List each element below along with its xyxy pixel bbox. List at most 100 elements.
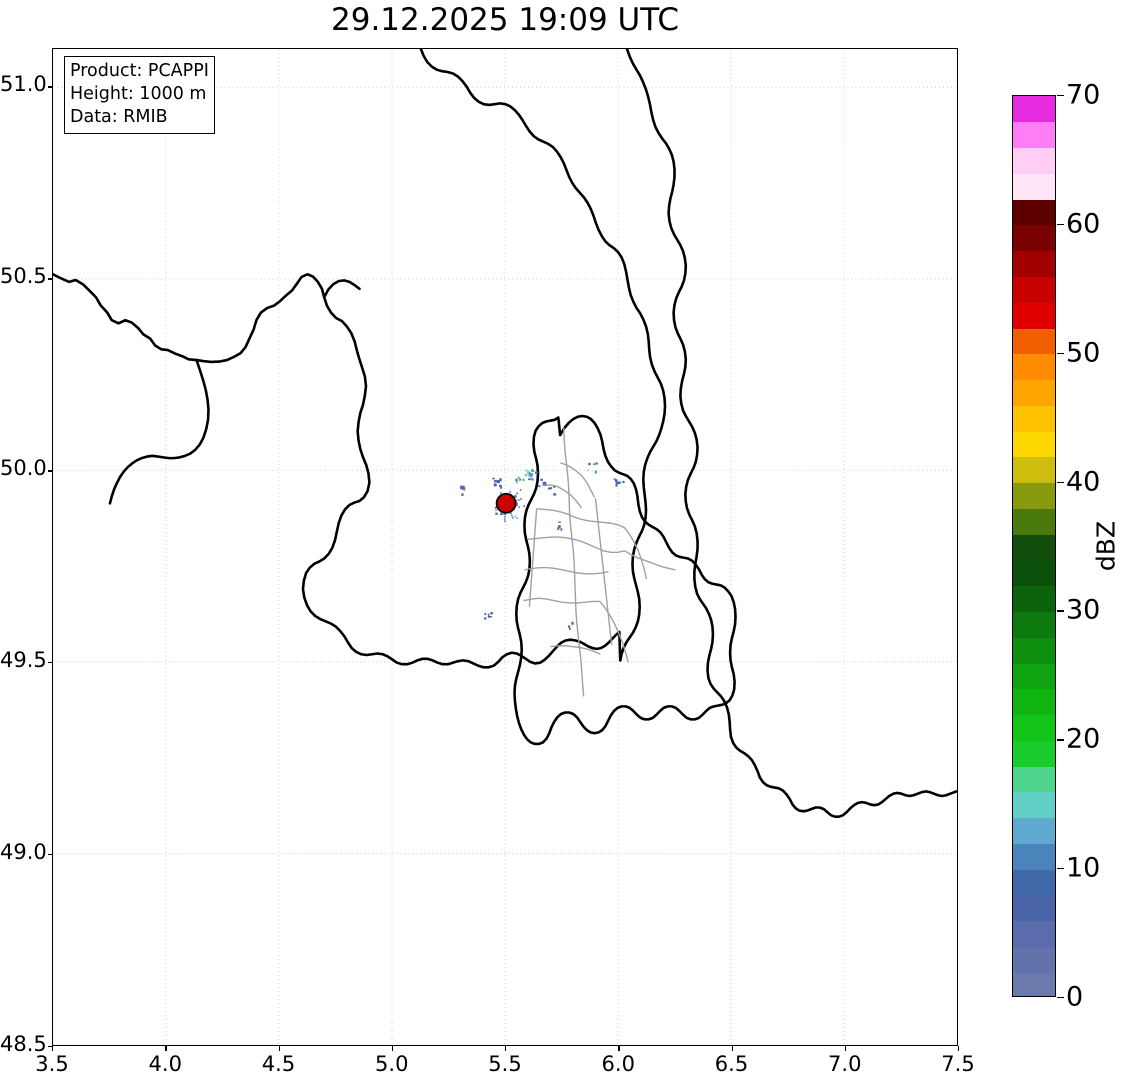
radar-clutter-pixel [514, 494, 517, 496]
x-axis-tick-mark [278, 1046, 280, 1051]
canton-border-1 [560, 462, 596, 498]
colorbar-segment [1013, 173, 1055, 200]
x-axis-tick-mark [505, 1046, 507, 1051]
colorbar-tick-mark [1057, 95, 1064, 97]
colorbar-tick-label: 40 [1066, 466, 1101, 498]
border-segment-ardennes [322, 279, 361, 299]
x-axis-tick-mark [52, 1046, 54, 1051]
radar-echo-pixel [614, 479, 618, 482]
colorbar-segment [1013, 147, 1055, 174]
radar-echo-pixel [560, 528, 563, 531]
colorbar-tick-label: 70 [1066, 79, 1101, 111]
colorbar-tick-mark [1057, 610, 1064, 612]
radar-echo-pixel [594, 462, 597, 466]
colorbar-axis-label: dBZ [1091, 520, 1121, 572]
canton-border-11 [624, 550, 676, 571]
radar-echo-pixel [531, 478, 534, 481]
colorbar-segment [1013, 96, 1055, 123]
radar-clutter-pixel [500, 492, 502, 495]
x-axis-tick-mark [165, 1046, 167, 1051]
x-axis-tick-mark [731, 1046, 733, 1051]
x-axis-tick-label: 4.5 [261, 1052, 296, 1076]
colorbar-tick-label: 20 [1066, 723, 1101, 755]
radar-echo-pixel [547, 487, 551, 490]
radar-echo-pixel [558, 521, 561, 523]
radar-echo-pixel [571, 621, 574, 625]
radar-clutter-pixel [516, 517, 518, 520]
radar-clutter-pixel [520, 498, 522, 500]
y-axis-tick-label: 50.0 [0, 456, 47, 481]
y-axis-tick-label: 49.0 [0, 840, 47, 865]
x-axis-tick-label: 3.5 [35, 1052, 69, 1076]
radar-clutter-pixel [503, 513, 505, 515]
radar-echo-pixel [615, 483, 618, 487]
radar-echo-pixel [515, 478, 518, 482]
colorbar-segment [1013, 482, 1055, 509]
radar-echo-pixel [540, 478, 543, 481]
radar-echo-pixel [568, 625, 571, 628]
canton-border-4 [527, 536, 625, 554]
canton-border-3 [536, 508, 626, 529]
radar-clutter-pixel [509, 491, 511, 493]
radar-echo-pixel [495, 512, 498, 515]
colorbar-segment [1013, 585, 1055, 613]
radar-echo-pixel [460, 485, 463, 488]
radar-echo-pixel [500, 513, 503, 516]
radar-echo-pixel [491, 612, 494, 614]
colorbar-segment [1013, 817, 1055, 844]
radar-echo-pixel [525, 469, 528, 472]
infobox-height-line: Height: 1000 m [70, 84, 207, 105]
radar-echo-pixel [535, 471, 539, 474]
radar-clutter-pixel [512, 517, 514, 519]
radar-echo-pixel [524, 473, 527, 477]
colorbar[interactable] [1012, 95, 1056, 997]
radar-clutter-pixel [516, 492, 519, 495]
radar-site-marker[interactable] [495, 492, 517, 514]
colorbar-segment [1013, 353, 1055, 381]
infobox-product-line: Product: PCAPPI [70, 61, 209, 81]
radar-site-dot[interactable] [495, 492, 517, 514]
gridlines [53, 49, 957, 1045]
radar-echo-pixel [594, 470, 597, 474]
radar-echo-pixel [493, 483, 497, 487]
colorbar-segment [1013, 508, 1055, 535]
colorbar-segment [1013, 456, 1055, 484]
x-axis-tick-label: 7.5 [941, 1052, 975, 1076]
y-axis-tick-label: 51.0 [0, 72, 47, 97]
geographic-borders [53, 49, 957, 818]
radar-echo-pixel [496, 480, 501, 484]
x-axis-tick-label: 5.0 [375, 1052, 409, 1076]
colorbar-tick-mark [1057, 997, 1064, 999]
canton-border-7 [563, 427, 585, 697]
radar-echo-pixel [530, 475, 533, 479]
luxembourg-canton-borders [523, 427, 676, 697]
colorbar-segment [1013, 946, 1055, 973]
colorbar-tick-label: 30 [1066, 594, 1101, 626]
y-axis-tick-label: 50.5 [0, 264, 47, 289]
colorbar-segment [1013, 920, 1055, 948]
radar-echo-pixel [494, 506, 497, 509]
radar-echo-pixel [500, 485, 503, 489]
colorbar-tick-label: 60 [1066, 208, 1101, 240]
y-axis-tick-mark [48, 86, 53, 88]
radar-echo-pixel [543, 481, 547, 484]
radar-echo-pixel [531, 470, 535, 472]
y-axis-tick-mark [48, 662, 53, 664]
germany-east-border [625, 49, 957, 818]
x-axis-tick-mark [391, 1046, 394, 1051]
radar-echo-pixel [530, 473, 533, 477]
map-plot-area[interactable] [52, 48, 958, 1046]
radar-clutter-pixel [503, 518, 506, 520]
y-axis-tick-mark [48, 854, 53, 856]
canton-border-8 [594, 497, 613, 646]
colorbar-tick-label: 50 [1066, 337, 1101, 369]
radar-echo-pixel [527, 471, 530, 475]
colorbar-segment [1013, 637, 1055, 664]
colorbar-segment [1013, 379, 1055, 406]
radar-clutter-pixel [500, 511, 503, 514]
radar-clutter-pixel [514, 515, 517, 518]
radar-clutter-pixel [504, 520, 506, 523]
colorbar-tick-mark [1057, 352, 1064, 354]
radar-echo-pixel [528, 472, 532, 476]
radar-echo-pixel [461, 487, 464, 491]
